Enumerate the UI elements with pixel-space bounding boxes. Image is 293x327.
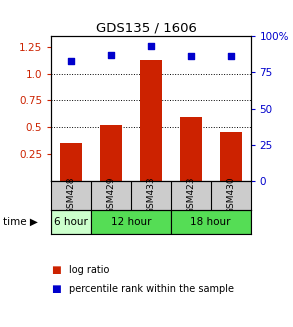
Point xyxy=(69,58,74,63)
Bar xyxy=(140,60,162,181)
Bar xyxy=(171,210,251,234)
Bar xyxy=(51,210,91,234)
Text: percentile rank within the sample: percentile rank within the sample xyxy=(69,284,234,294)
Text: 6 hour: 6 hour xyxy=(54,217,88,227)
Text: 18 hour: 18 hour xyxy=(190,217,231,227)
Bar xyxy=(180,116,202,181)
Text: ■: ■ xyxy=(51,265,61,275)
Text: ■: ■ xyxy=(51,284,61,294)
Text: GSM433: GSM433 xyxy=(146,177,155,215)
Point xyxy=(109,52,113,58)
Text: GSM428: GSM428 xyxy=(67,177,76,214)
Text: GDS135 / 1606: GDS135 / 1606 xyxy=(96,21,197,34)
Text: GSM423: GSM423 xyxy=(186,177,195,214)
Text: time ▶: time ▶ xyxy=(3,217,38,227)
Point xyxy=(188,54,193,59)
Text: log ratio: log ratio xyxy=(69,265,109,275)
Text: GSM429: GSM429 xyxy=(107,177,115,214)
Text: 12 hour: 12 hour xyxy=(111,217,151,227)
Bar xyxy=(100,125,122,181)
Bar xyxy=(60,144,82,181)
Bar xyxy=(220,131,241,181)
Point xyxy=(228,54,233,59)
Point xyxy=(149,43,153,49)
Text: GSM430: GSM430 xyxy=(226,177,235,215)
Bar xyxy=(91,210,171,234)
